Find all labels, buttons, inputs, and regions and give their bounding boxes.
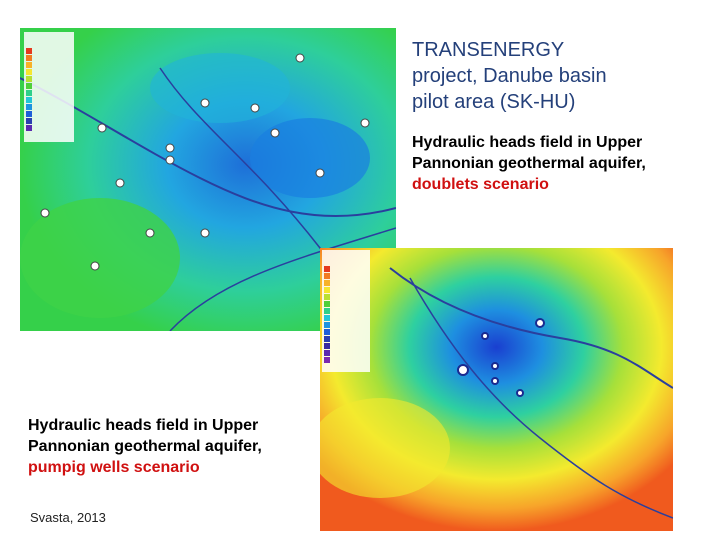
- river: [169, 227, 396, 331]
- wells: [457, 318, 545, 397]
- caption-highlight: doublets scenario: [412, 176, 549, 193]
- river: [389, 267, 673, 389]
- legend-swatches: [26, 48, 32, 131]
- slide-title: TRANSENERGY project, Danube basin pilot …: [412, 37, 607, 115]
- legend-swatches: [324, 266, 330, 363]
- river: [20, 77, 396, 218]
- title-line: TRANSENERGY: [412, 39, 565, 61]
- source: Svasta, 2013: [30, 510, 106, 525]
- caption: Hydraulic heads field in Upper Pannonian…: [28, 415, 262, 478]
- title-line: pilot area (SK-HU): [412, 91, 576, 113]
- caption-highlight: pumpig wells scenario: [28, 459, 200, 476]
- title-line: project, Danube basin: [412, 65, 607, 87]
- doublets-map: [20, 28, 396, 331]
- caption-line: Hydraulic heads field in Upper: [28, 417, 259, 434]
- head-zone: [150, 53, 290, 123]
- wells: [40, 53, 370, 271]
- river: [409, 277, 673, 519]
- caption: Hydraulic heads field in Upper Pannonian…: [412, 132, 646, 195]
- head-zone: [20, 198, 180, 318]
- caption-line: Pannonian geothermal aquifer,: [28, 438, 262, 455]
- pumping-map: [320, 248, 673, 531]
- head-zone: [320, 398, 450, 498]
- head-zone: [250, 118, 370, 198]
- caption-line: Hydraulic heads field in Upper: [412, 134, 643, 151]
- caption-line: Pannonian geothermal aquifer,: [412, 155, 646, 172]
- legend: [24, 32, 74, 142]
